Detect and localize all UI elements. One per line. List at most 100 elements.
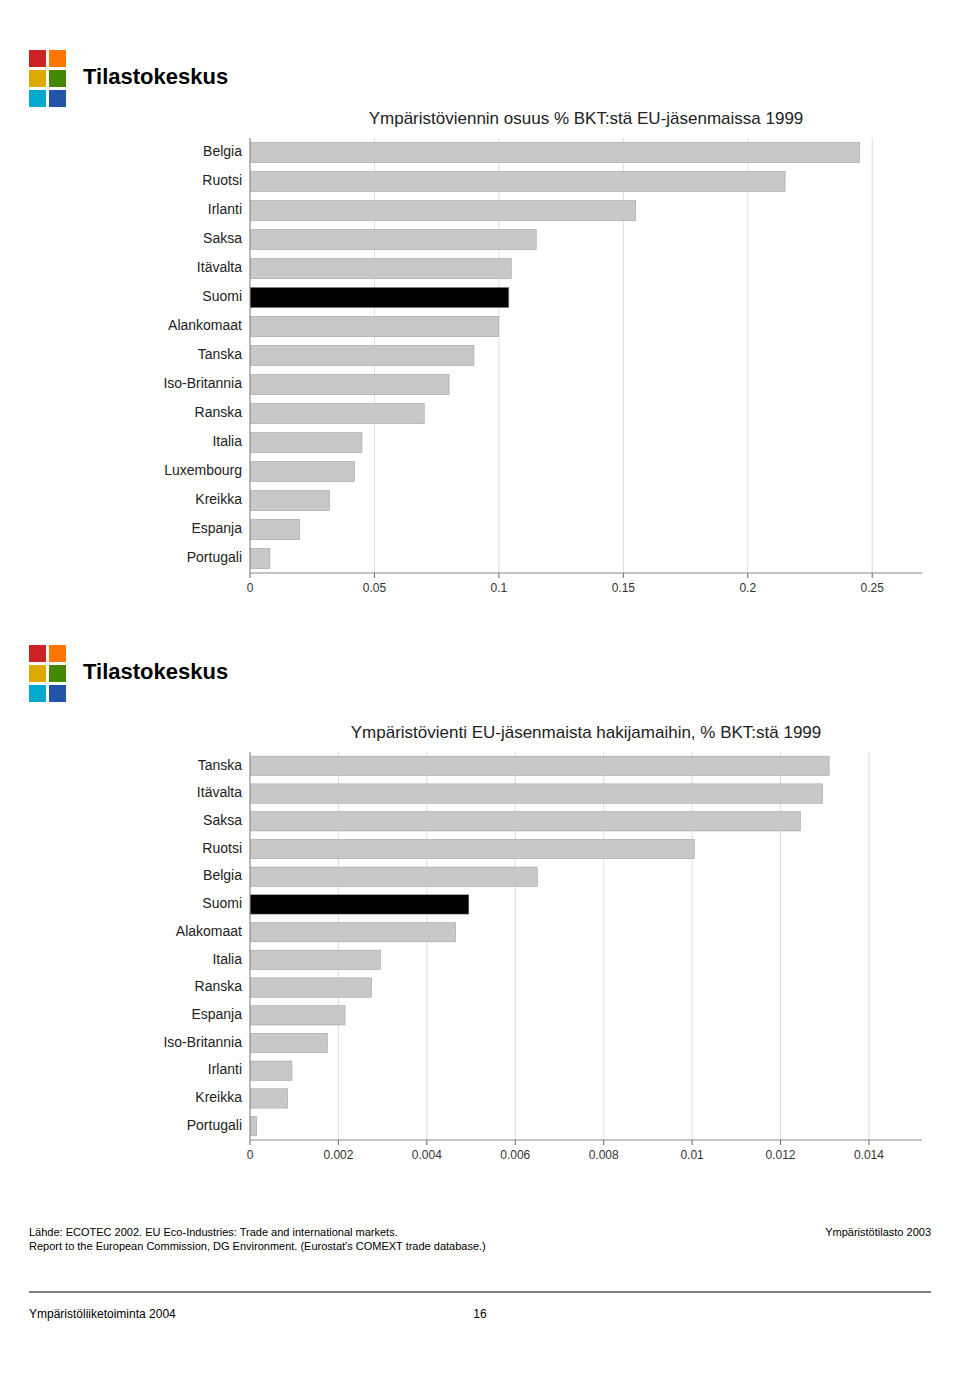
category-label: Kreikka [195, 1089, 242, 1105]
tick-label: 0.002 [323, 1148, 353, 1162]
category-label: Espanja [191, 1006, 242, 1022]
tick-label: 0.014 [854, 1148, 884, 1162]
tick-mark [623, 573, 624, 578]
logo-text: Tilastokeskus [83, 64, 228, 89]
tick-label: 0 [247, 581, 254, 595]
category-label: Iso-Britannia [163, 375, 242, 391]
tick-mark [868, 1140, 869, 1145]
category-label: Alankomaat [168, 317, 242, 333]
grid-line [603, 752, 604, 1140]
category-label: Iso-Britannia [163, 1034, 242, 1050]
category-label: Irlanti [208, 201, 242, 217]
source-line: Lähde: ECOTEC 2002. EU Eco-Industries: T… [29, 1226, 398, 1238]
x-axis-line [250, 1140, 922, 1141]
category-label: Itävalta [197, 784, 242, 800]
category-label: Suomi [202, 895, 242, 911]
bar [250, 839, 694, 858]
grid-line [250, 138, 251, 573]
x-axis: 00.0020.0040.0060.0080.010.0120.014 [247, 752, 885, 1162]
grid-line [515, 752, 516, 1140]
tick-mark [374, 573, 375, 578]
bar [250, 171, 785, 191]
x-axis-line [250, 573, 922, 574]
tick-mark [872, 573, 873, 578]
category-label: Luxembourg [164, 462, 242, 478]
y-axis: BelgiaRuotsiIrlantiSaksaItävaltaSuomiAla… [163, 143, 242, 565]
bar [250, 867, 537, 886]
tick-label: 0.2 [739, 581, 756, 595]
bar [250, 345, 474, 365]
tick-label: 0.008 [589, 1148, 619, 1162]
tick-mark [338, 1140, 339, 1145]
chart-title: Ympäristövienti EU-jäsenmaista hakijamai… [351, 723, 822, 742]
grid-line [338, 752, 339, 1140]
category-label: Belgia [203, 143, 242, 159]
background [0, 0, 960, 1382]
logo-square [29, 665, 46, 682]
grid-line [250, 752, 251, 1140]
source-text: Lähde: ECOTEC 2002. EU Eco-Industries: T… [29, 1226, 486, 1252]
category-label: Suomi [202, 288, 242, 304]
category-label: Alakomaat [176, 923, 242, 939]
tick-label: 0.25 [861, 581, 885, 595]
tick-mark [747, 573, 748, 578]
category-label: Espanja [191, 520, 242, 536]
logo: Tilastokeskus [29, 50, 228, 107]
chart-title: Ympäristöviennin osuus % BKT:stä EU-jäse… [369, 109, 804, 128]
tick-label: 0.006 [500, 1148, 530, 1162]
grid-line [872, 138, 873, 573]
tick-mark [780, 1140, 781, 1145]
tick-mark [250, 1140, 251, 1145]
y-axis-line [250, 138, 251, 573]
bar [250, 200, 636, 220]
grid-line [747, 138, 748, 573]
chart: Ympäristövienti EU-jäsenmaista hakijamai… [163, 723, 922, 1162]
x-axis: 0 0.05 0.1 0.15 0.2 0.25 [247, 138, 885, 595]
logo-square [49, 90, 66, 107]
tick-mark [692, 1140, 693, 1145]
chart: Ympäristöviennin osuus % BKT:stä EU-jäse… [163, 109, 922, 595]
right-source-text: Ympäristötilasto 2003 [825, 1226, 931, 1238]
category-label: Saksa [203, 812, 242, 828]
source-line: Report to the European Commission, DG En… [29, 1240, 486, 1252]
tick-label: 0.15 [612, 581, 636, 595]
grid-line [780, 752, 781, 1140]
footer-left: Ympäristöliiketoiminta 2004 [29, 1307, 176, 1321]
category-label: Ruotsi [202, 840, 242, 856]
grid-line [692, 752, 693, 1140]
category-label: Ruotsi [202, 172, 242, 188]
bar [250, 403, 424, 423]
bar [250, 978, 372, 997]
bars [250, 142, 860, 568]
logo-square [29, 70, 46, 87]
logo-square [49, 665, 66, 682]
tick-label: 0.05 [363, 581, 387, 595]
bar [250, 432, 362, 452]
category-label: Ranska [195, 404, 243, 420]
bars [250, 756, 829, 1136]
tick-label: 0.004 [412, 1148, 442, 1162]
bar [250, 950, 380, 969]
tick-mark [515, 1140, 516, 1145]
y-axis-line [250, 752, 251, 1140]
grid-line [426, 752, 427, 1140]
bar [250, 1061, 292, 1080]
category-label: Irlanti [208, 1061, 242, 1077]
grid-line [868, 752, 869, 1140]
category-label: Portugali [187, 549, 242, 565]
bar [250, 756, 829, 775]
tick-label: 0 [247, 1148, 254, 1162]
tick-mark [498, 573, 499, 578]
category-label: Portugali [187, 1117, 242, 1133]
bar [250, 922, 456, 941]
logo-square [29, 50, 46, 67]
tick-mark [250, 573, 251, 578]
page: Tilastokeskus Ympäristöviennin osuus % BK… [0, 0, 960, 1382]
bar [250, 519, 300, 539]
category-label: Saksa [203, 230, 242, 246]
bar [250, 316, 499, 336]
logo-square [49, 645, 66, 662]
bar [250, 374, 449, 394]
tick-label: 0.1 [491, 581, 508, 595]
bar [250, 229, 536, 249]
